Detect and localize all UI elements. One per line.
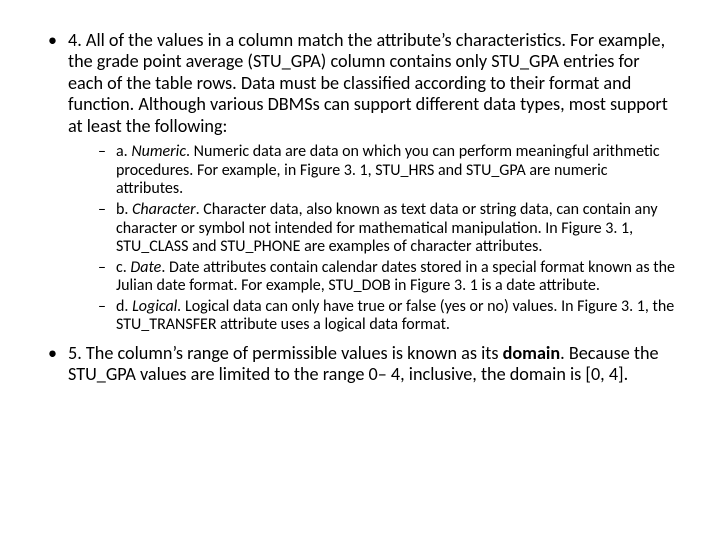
- list-item-4b: b. Character. Character data, also known…: [98, 201, 676, 257]
- prefix: a.: [116, 142, 131, 161]
- bullet-list-level1: 4. All of the values in a column match t…: [44, 30, 676, 386]
- rest: Logical data can only have true or false…: [116, 297, 674, 335]
- list-item-5: 5. The column’s range of permissible val…: [44, 343, 676, 386]
- item4-text: 4. All of the values in a column match t…: [68, 29, 668, 137]
- bullet-list-level2: a. Numeric. Numeric data are data on whi…: [68, 143, 676, 334]
- rest: . Character data, also known as text dat…: [116, 200, 658, 256]
- rest: . Numeric data are data on which you can…: [116, 142, 660, 198]
- prefix: c.: [116, 258, 130, 277]
- list-item-4d: d. Logical. Logical data can only have t…: [98, 298, 676, 335]
- item5-bold-domain: domain: [503, 342, 561, 364]
- rest: . Date attributes contain calendar dates…: [116, 258, 675, 296]
- label-logical: Logical.: [132, 297, 181, 316]
- label-date: Date: [130, 258, 161, 277]
- list-item-4a: a. Numeric. Numeric data are data on whi…: [98, 143, 676, 199]
- slide: 4. All of the values in a column match t…: [0, 0, 720, 540]
- list-item-4c: c. Date. Date attributes contain calenda…: [98, 259, 676, 296]
- label-numeric: Numeric: [131, 142, 186, 161]
- label-character: Character: [132, 200, 196, 219]
- list-item-4: 4. All of the values in a column match t…: [44, 30, 676, 335]
- prefix: d.: [116, 297, 132, 316]
- prefix: b.: [116, 200, 132, 219]
- item5-prefix: 5. The column’s range of permissible val…: [68, 342, 503, 364]
